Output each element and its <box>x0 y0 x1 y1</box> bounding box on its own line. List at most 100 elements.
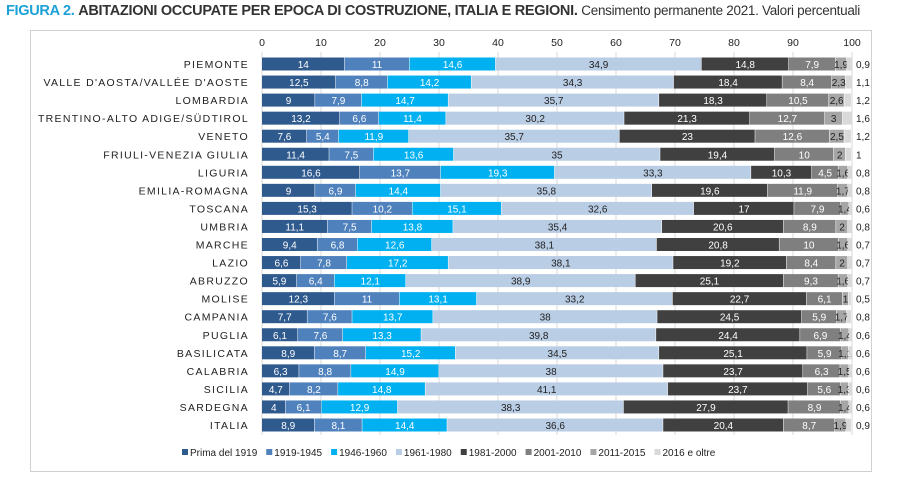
data-label: 1,6 <box>856 114 870 125</box>
bar-segment <box>672 292 807 306</box>
bar-segment <box>339 111 379 125</box>
bar-segment <box>844 93 851 107</box>
x-tick-label: 40 <box>492 37 504 49</box>
bar-segment <box>751 165 812 179</box>
bar-segment <box>841 346 848 360</box>
data-label: 6,1 <box>273 331 287 342</box>
x-tick-label: 30 <box>433 37 445 49</box>
bar-segment <box>299 364 351 378</box>
bar-segment <box>673 256 787 270</box>
bar-segment <box>837 183 848 197</box>
category-label: BASILICATA <box>177 348 249 360</box>
legend-swatch <box>331 449 338 455</box>
x-tick-label: 10 <box>315 37 327 49</box>
data-label: 9,3 <box>804 277 818 288</box>
x-tick-label: 90 <box>787 37 799 49</box>
data-label: 9,4 <box>283 241 297 252</box>
bar-segment <box>262 75 336 89</box>
bar-segment <box>842 111 852 125</box>
data-label: 1,2 <box>856 96 870 107</box>
data-label: 7,6 <box>277 132 291 143</box>
data-label: 0,6 <box>856 403 870 414</box>
bar-segment <box>476 292 673 306</box>
data-label: 12,9 <box>350 403 370 414</box>
data-label: 0,7 <box>856 277 870 288</box>
bar-segment <box>352 201 412 215</box>
x-tick-label: 80 <box>728 37 740 49</box>
data-label: 13,7 <box>391 168 411 179</box>
data-label: 8,4 <box>804 259 818 270</box>
data-label: 5,4 <box>316 132 330 143</box>
data-label: 8,7 <box>333 349 347 360</box>
bar-segment <box>352 310 433 324</box>
bar-segment <box>455 346 659 360</box>
bar-segment <box>619 129 755 143</box>
legend-swatch <box>525 449 532 455</box>
bar-segment <box>361 93 448 107</box>
bar-segment <box>342 328 421 342</box>
category-label: LOMBARDIA <box>175 95 249 107</box>
bar-segment <box>828 93 844 107</box>
data-label: 24,4 <box>718 331 738 342</box>
category-label: FRIULI-VENEZIA GIULIA <box>103 149 249 161</box>
bar-segment <box>836 219 848 233</box>
category-label: MOLISE <box>202 294 249 306</box>
bar-segment <box>845 147 851 161</box>
bar-segment <box>651 183 768 197</box>
data-label: 14,4 <box>389 186 409 197</box>
data-label: 1,6 <box>836 168 850 179</box>
x-tick-label: 0 <box>259 37 265 49</box>
data-label: 1,6 <box>836 277 850 288</box>
data-label: 8,8 <box>355 78 369 89</box>
data-label: 10 <box>799 150 811 161</box>
data-label: 18,4 <box>718 78 738 89</box>
data-label: 18,3 <box>703 96 723 107</box>
bar-segment <box>262 165 360 179</box>
data-label: 23 <box>682 132 694 143</box>
bar-segment <box>848 382 852 396</box>
data-label: 13,2 <box>291 114 311 125</box>
data-label: 6,9 <box>813 331 827 342</box>
bar-segment <box>786 256 836 270</box>
bar-segment <box>425 382 668 396</box>
bar-segment <box>849 364 853 378</box>
data-label: 12,5 <box>289 78 309 89</box>
data-label: 7,9 <box>811 204 825 215</box>
bar-segment <box>262 183 315 197</box>
data-label: 38,1 <box>535 241 555 252</box>
legend-swatch <box>654 449 661 455</box>
bar-segment <box>847 256 852 270</box>
bar-segment <box>849 328 853 342</box>
data-label: 0,6 <box>856 367 870 378</box>
category-label: MARCHE <box>196 240 249 252</box>
bar-segment <box>840 400 849 414</box>
data-label: 0,6 <box>856 331 870 342</box>
bar-segment <box>848 346 852 360</box>
category-label: CAMPANIA <box>185 312 249 324</box>
data-label: 3 <box>831 114 837 125</box>
bar-segment <box>807 382 841 396</box>
data-label: 6,1 <box>297 403 311 414</box>
bar-segment <box>829 129 844 143</box>
data-label: 41,1 <box>537 385 557 396</box>
bar-segment <box>338 129 409 143</box>
bar-segment <box>848 292 851 306</box>
data-label: 14,4 <box>395 421 415 432</box>
category-label: PIEMONTE <box>184 59 249 71</box>
data-label: 34,9 <box>589 60 609 71</box>
data-label: 5,9 <box>818 349 832 360</box>
data-label: 13,8 <box>403 222 423 233</box>
bar-segment <box>262 147 329 161</box>
data-label: 11,4 <box>403 114 422 125</box>
data-label: 11 <box>362 295 373 306</box>
bar-segment <box>365 346 456 360</box>
category-label: LIGURIA <box>198 167 249 179</box>
bar-segment <box>334 274 406 288</box>
data-label: 19,2 <box>720 259 740 270</box>
bar-segment <box>431 238 657 251</box>
data-label: 2,3 <box>832 78 846 89</box>
bar-segment <box>351 364 439 378</box>
data-label: 12,6 <box>385 241 405 252</box>
x-tick-label: 70 <box>669 37 681 49</box>
